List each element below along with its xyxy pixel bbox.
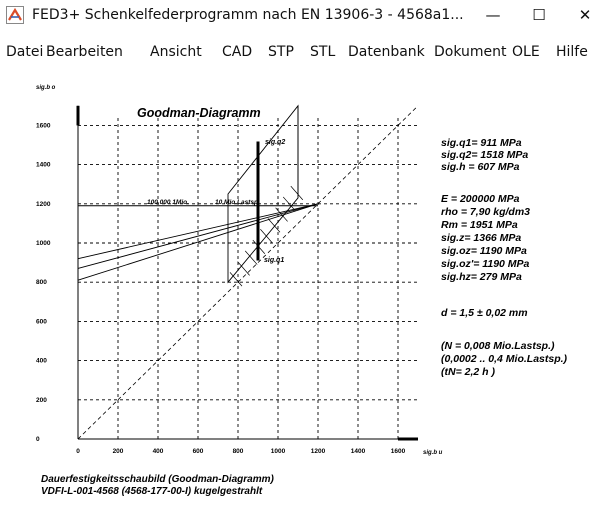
x-tick-label: 0	[76, 448, 80, 455]
x-tick-label: 400	[153, 448, 164, 455]
y-tick-label: 1400	[36, 162, 51, 169]
minimize-icon: —	[485, 6, 501, 24]
info-sig-oz: sig.oz= 1190 MPa	[441, 245, 527, 257]
window-title: FED3+ Schenkelfederprogramm nach EN 1390…	[32, 7, 464, 23]
menu-bar: Datei Bearbeiten Ansicht CAD STP STL Dat…	[0, 44, 608, 68]
caption-line-1: Dauerfestigkeitsschaubild (Goodman-Diagr…	[41, 474, 274, 485]
hatch-line	[237, 261, 250, 276]
y-tick-label: 0	[36, 436, 40, 443]
x-axis-label: sig.b u	[423, 450, 443, 456]
info-sig-oz-prime: sig.oz'= 1190 MPa	[441, 258, 530, 270]
caption-line-2: VDFI-L-001-4568 (4568-177-00-I) kugelges…	[41, 486, 263, 497]
drawing-canvas: sig.b o sig.b u Goodman-Diagramm 100 000…	[0, 80, 608, 509]
maximize-button[interactable]: ☐	[516, 0, 562, 30]
point-label-q2: sig.q2	[265, 139, 285, 146]
y-axis-label: sig.b o	[36, 85, 56, 91]
menu-stl[interactable]: STL	[310, 44, 336, 60]
info-rm: Rm = 1951 MPa	[441, 219, 518, 231]
x-tick-label: 1600	[391, 448, 406, 455]
working-zone	[227, 104, 299, 284]
info-sig-h: sig.h = 607 MPa	[441, 161, 520, 173]
info-sig-z: sig.z= 1366 MPa	[441, 232, 522, 244]
x-tick-label: 1000	[271, 448, 286, 455]
info-e-modulus: E = 200000 MPa	[441, 193, 520, 205]
menu-cad[interactable]: CAD	[222, 44, 253, 60]
y-tick-label: 400	[36, 358, 47, 365]
x-tick-label: 1400	[351, 448, 366, 455]
info-load-range: (0,0002 .. 0,4 Mio.Lastsp.)	[441, 353, 568, 365]
hatch-line	[229, 272, 243, 287]
info-sig-q1: sig.q1= 911 MPa	[441, 137, 522, 149]
lifetime-line-3	[77, 203, 319, 281]
menu-bearbeiten[interactable]: Bearbeiten	[46, 44, 123, 60]
y-tick-label: 800	[36, 279, 47, 286]
y-tick-label: 1000	[36, 240, 51, 247]
hatch-line	[260, 229, 273, 244]
hatch-line	[267, 218, 281, 233]
hatch-line	[252, 239, 266, 255]
x-tick-label: 1200	[311, 448, 326, 455]
info-load-cycles: (N = 0,008 Mio.Lastsp.)	[441, 340, 555, 352]
goodman-chart: sig.b o sig.b u Goodman-Diagramm 100 000…	[36, 85, 443, 456]
hatch-line	[290, 185, 304, 201]
menu-datei[interactable]: Datei	[6, 44, 44, 60]
info-sig-hz: sig.hz= 279 MPa	[441, 271, 522, 283]
y-tick-label: 200	[36, 397, 47, 404]
menu-ansicht[interactable]: Ansicht	[150, 44, 202, 60]
x-tick-label: 200	[113, 448, 124, 455]
info-time: (tN= 2,2 h )	[441, 366, 495, 378]
maximize-icon: ☐	[532, 6, 546, 24]
info-wire-diameter: d = 1,5 ± 0,02 mm	[441, 307, 528, 319]
title-bar: FED3+ Schenkelfederprogramm nach EN 1390…	[0, 0, 608, 30]
close-button[interactable]: ✕	[562, 0, 608, 30]
info-rho: rho = 7,90 kg/dm3	[441, 206, 530, 218]
point-label-q1: sig.q1	[264, 257, 284, 264]
menu-dokument[interactable]: Dokument	[434, 44, 507, 60]
lifetime-line-1	[77, 203, 319, 260]
menu-stp[interactable]: STP	[268, 44, 294, 60]
app-icon[interactable]	[6, 6, 24, 24]
hatch-line	[244, 250, 258, 265]
y-tick-label: 600	[36, 318, 47, 325]
hatch-line	[275, 207, 288, 222]
info-sig-q2: sig.q2= 1518 MPa	[441, 149, 529, 161]
x-tick-label: 600	[193, 448, 204, 455]
y-tick-label: 1600	[36, 122, 51, 129]
menu-datenbank[interactable]: Datenbank	[348, 44, 425, 60]
y-tick-label: 1200	[36, 201, 51, 208]
lifetime-label-2: 10 Mio.Lastsp.	[215, 199, 260, 206]
menu-ole[interactable]: OLE	[512, 44, 540, 60]
lifetime-line-2	[77, 203, 319, 269]
hatch-line	[282, 196, 296, 211]
close-icon: ✕	[578, 6, 592, 24]
diagonal-line	[77, 105, 419, 440]
menu-hilfe[interactable]: Hilfe	[556, 44, 588, 60]
minimize-button[interactable]: —	[470, 0, 516, 30]
lifetime-label-1: 100 000 1Mio.	[147, 199, 189, 206]
x-tick-label: 800	[233, 448, 244, 455]
chart-title: Goodman-Diagramm	[137, 106, 261, 120]
